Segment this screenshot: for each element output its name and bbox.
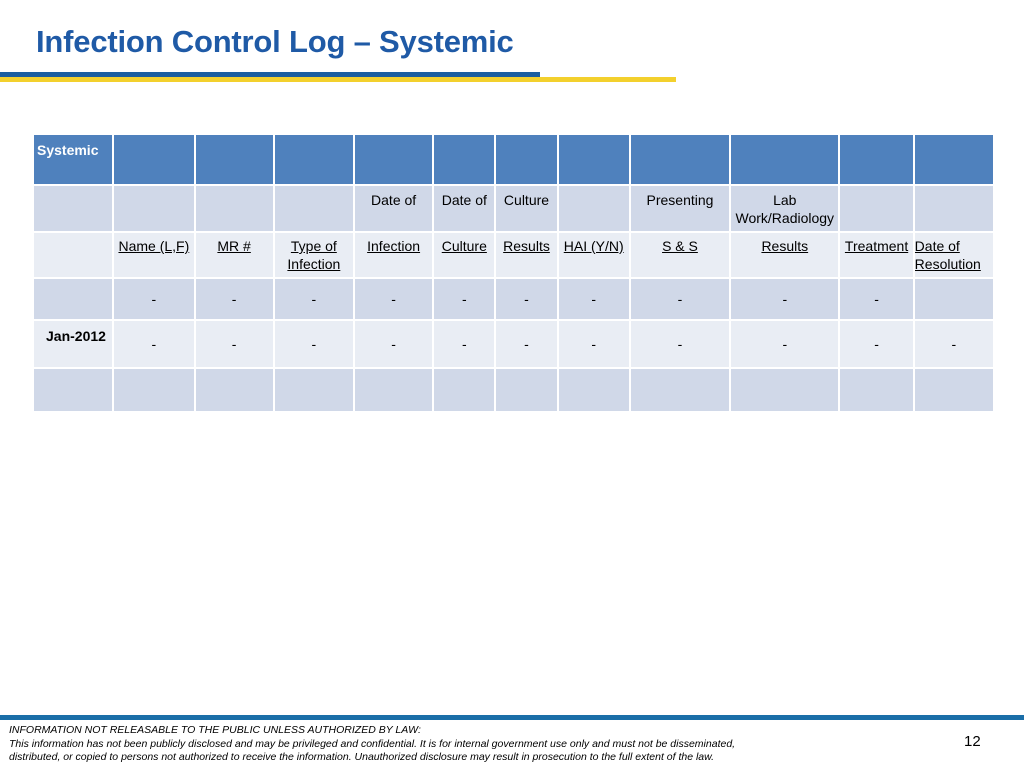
table-header-row: Systemic [31, 133, 996, 186]
table-cell: - [838, 277, 915, 321]
header-cell [838, 133, 915, 186]
section-label: Systemic [31, 133, 115, 186]
upper-header-cell [272, 184, 355, 233]
table-cell: - [494, 319, 559, 369]
table-cell [912, 277, 996, 321]
table-cell: - [556, 319, 631, 369]
page-number: 12 [964, 733, 981, 750]
table-cell [112, 367, 196, 413]
table-row: Jan-2012 - - - - - - - - - - - [31, 319, 996, 369]
table-cell [494, 367, 559, 413]
footer-line: INFORMATION NOT RELEASABLE TO THE PUBLIC… [9, 724, 421, 736]
table-cell: - [352, 319, 435, 369]
header-cell [729, 133, 841, 186]
upper-header-cell: Lab Work/Radiology [729, 184, 841, 233]
infection-log-table: Systemic Date of Date of Culture Present… [31, 133, 996, 413]
row-label [31, 367, 115, 413]
table-cell: - [729, 319, 841, 369]
header-cell [193, 133, 275, 186]
row-label [31, 277, 115, 321]
table-cell [31, 184, 115, 233]
column-label: Treatment [838, 231, 915, 279]
column-label: Results [729, 231, 841, 279]
header-cell [628, 133, 732, 186]
title-underline-yellow [0, 77, 676, 82]
upper-header-cell: Culture [494, 184, 559, 233]
upper-header-cell: Presenting [628, 184, 732, 233]
table-cell: - [494, 277, 559, 321]
upper-header-cell: Date of [352, 184, 435, 233]
column-label: HAI (Y/N) [556, 231, 631, 279]
header-cell [432, 133, 497, 186]
table-row [31, 367, 996, 413]
header-cell [352, 133, 435, 186]
footer-line: This information has not been publicly d… [9, 737, 736, 750]
table-cell: - [628, 277, 732, 321]
table-cell [31, 231, 115, 279]
header-cell [494, 133, 559, 186]
table-cell: - [912, 319, 996, 369]
row-label-month: Jan-2012 [31, 319, 115, 369]
column-label: Date of Resolution [912, 231, 996, 279]
upper-header-row: Date of Date of Culture Presenting Lab W… [31, 184, 996, 233]
table-cell: - [272, 319, 355, 369]
table-cell: - [193, 319, 275, 369]
table-cell: - [729, 277, 841, 321]
header-cell [272, 133, 355, 186]
table-cell [556, 367, 631, 413]
upper-header-cell: Date of [432, 184, 497, 233]
table-cell [838, 367, 915, 413]
table-cell: - [112, 277, 196, 321]
column-label: MR # [193, 231, 275, 279]
table-row: - - - - - - - - - - [31, 277, 996, 321]
table-cell: - [112, 319, 196, 369]
upper-header-cell [912, 184, 996, 233]
table-cell: - [432, 319, 497, 369]
slide-title: Infection Control Log – Systemic [36, 24, 514, 59]
column-label: Culture [432, 231, 497, 279]
table-cell [729, 367, 841, 413]
column-label: Results [494, 231, 559, 279]
column-label: S & S [628, 231, 732, 279]
table-cell [628, 367, 732, 413]
table-cell: - [272, 277, 355, 321]
table-cell: - [838, 319, 915, 369]
table-cell: - [628, 319, 732, 369]
table-cell: - [556, 277, 631, 321]
upper-header-cell [193, 184, 275, 233]
upper-header-cell [838, 184, 915, 233]
table-cell: - [432, 277, 497, 321]
column-label: Type of Infection [272, 231, 355, 279]
header-cell [556, 133, 631, 186]
column-label-row: Name (L,F) MR # Type of Infection Infect… [31, 231, 996, 279]
table-cell: - [352, 277, 435, 321]
table-cell [432, 367, 497, 413]
table-cell: - [193, 277, 275, 321]
header-cell [112, 133, 196, 186]
table-cell [272, 367, 355, 413]
upper-header-cell [112, 184, 196, 233]
footer-rule [0, 715, 1024, 720]
upper-header-cell [556, 184, 631, 233]
header-cell [912, 133, 996, 186]
footer-line: distributed, or copied to persons not au… [9, 751, 715, 763]
table-cell [912, 367, 996, 413]
column-label: Infection [352, 231, 435, 279]
column-label: Name (L,F) [112, 231, 196, 279]
title-underline-blue [0, 72, 540, 77]
confidentiality-notice: INFORMATION NOT RELEASABLE TO THE PUBLIC… [9, 724, 889, 765]
table-cell [193, 367, 275, 413]
table-cell [352, 367, 435, 413]
